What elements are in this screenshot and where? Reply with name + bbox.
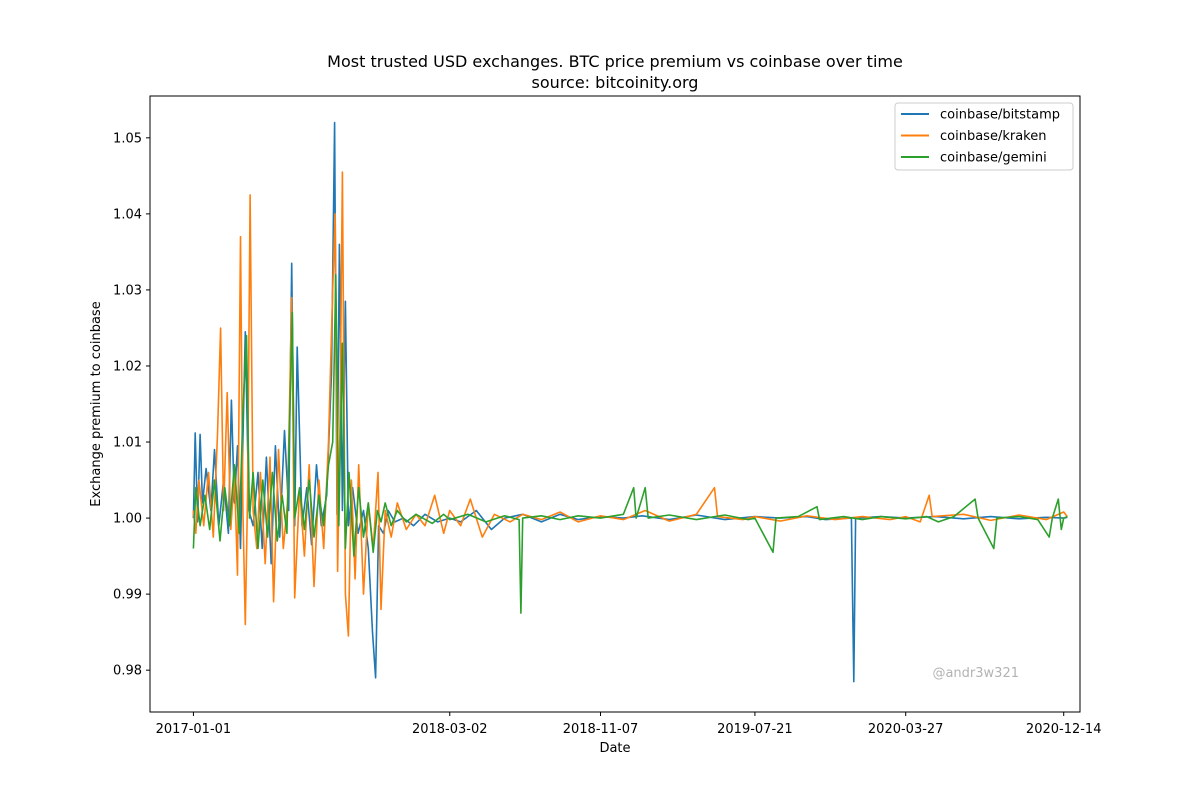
y-tick-label: 1.00 — [113, 512, 142, 527]
y-tick-label: 0.99 — [113, 588, 142, 603]
x-tick-label: 2018-03-02 — [412, 722, 488, 737]
y-tick-label: 1.05 — [113, 131, 142, 146]
legend-label: coinbase/kraken — [940, 129, 1046, 144]
y-tick-label: 0.98 — [113, 664, 142, 679]
legend-box — [894, 102, 1074, 171]
series-line-1 — [192, 171, 1068, 637]
legend-label: coinbase/gemini — [940, 151, 1047, 166]
plot-area — [150, 96, 1080, 712]
y-tick-label: 1.01 — [113, 436, 142, 451]
y-axis-label: Exchange premium to coinbase — [89, 301, 104, 506]
x-axis: 2017-01-01 2018-03-02 2018-11-07 2019-07-21… — [156, 712, 1102, 737]
x-tick-label: 2019-07-21 — [717, 722, 793, 737]
y-axis: 0.98 0.99 1.00 1.01 1.02 1.03 1.04 1.05 — [113, 131, 150, 679]
y-tick-label: 1.04 — [113, 207, 142, 222]
x-tick-label: 2017-01-01 — [156, 722, 232, 737]
x-tick-label: 2020-03-27 — [868, 722, 944, 737]
x-axis-label: Date — [599, 741, 630, 756]
chart-title: Most trusted USD exchanges. BTC price pr… — [327, 52, 903, 71]
chart-subtitle: source: bitcoinity.org — [532, 73, 699, 92]
watermark: @andr3w321 — [932, 666, 1019, 681]
x-tick-label: 2018-11-07 — [563, 722, 639, 737]
series-line-2 — [192, 273, 1068, 614]
x-tick-label: 2020-12-14 — [1026, 722, 1102, 737]
y-tick-label: 1.03 — [113, 283, 142, 298]
plot-frame — [149, 95, 1081, 713]
series-layer — [192, 121, 1068, 683]
legend-label: coinbase/bitstamp — [940, 108, 1060, 123]
y-tick-label: 1.02 — [113, 359, 142, 374]
legend: coinbase/bitstamp coinbase/kraken coinbase… — [894, 102, 1074, 171]
